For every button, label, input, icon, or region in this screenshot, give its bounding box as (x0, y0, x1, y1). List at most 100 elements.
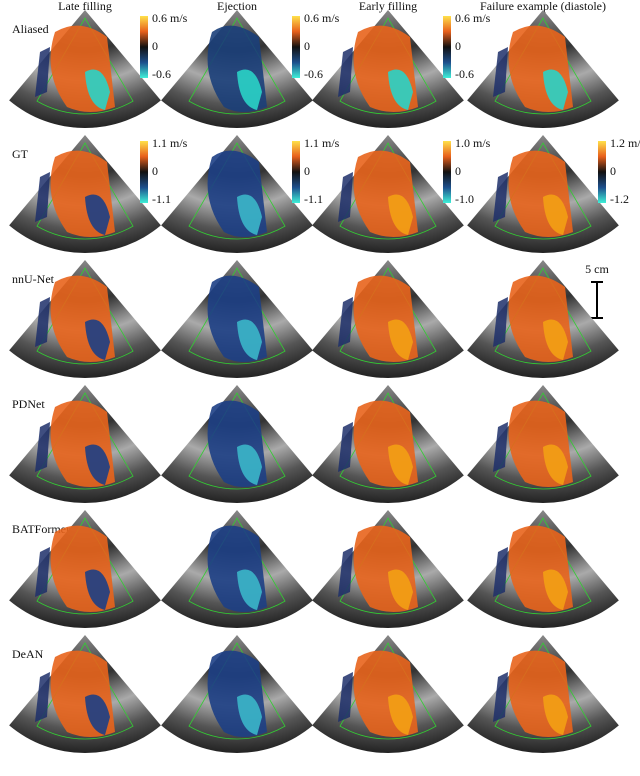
colorbar-label: -0.6 (455, 67, 474, 81)
echo-image (9, 635, 161, 754)
echo-image (161, 635, 313, 753)
roi (188, 17, 286, 115)
roi (36, 642, 134, 740)
row-label: PDNet (12, 397, 45, 411)
colorbar (140, 141, 148, 203)
flow-detail (388, 194, 413, 235)
roi (494, 17, 592, 115)
flow-detail (388, 694, 413, 735)
roi (339, 517, 437, 615)
echo-image (312, 385, 464, 503)
echo-image (467, 385, 619, 503)
flow-detail (388, 319, 413, 360)
roi (494, 642, 592, 740)
echo-image (161, 135, 313, 254)
column-header: Failure example (diastole) (480, 0, 606, 13)
colorbar-label: -0.6 (304, 67, 323, 81)
roi (36, 142, 134, 240)
echo-image (161, 385, 313, 503)
colorbar-label: 0 (455, 164, 461, 178)
flow-detail (543, 69, 568, 110)
echo-image (9, 135, 161, 254)
flow-detail (388, 444, 413, 485)
colorbar (598, 141, 606, 203)
column-header: Ejection (217, 0, 257, 13)
flow-edge (35, 297, 50, 347)
roi (339, 392, 437, 490)
roi (494, 392, 592, 490)
flow-detail (237, 694, 262, 735)
roi (339, 642, 437, 740)
echo-image (312, 510, 464, 628)
echo-image (161, 260, 313, 379)
flow-edge (493, 297, 508, 347)
echo-image (312, 635, 464, 753)
flow-detail (388, 569, 413, 610)
echo-image (161, 10, 313, 128)
echo-image (467, 10, 619, 128)
flow-edge (338, 672, 353, 722)
scale-label: 5 cm (585, 262, 609, 276)
colorbar-label: -1.0 (455, 192, 474, 206)
flow-detail (543, 194, 568, 235)
echo-image (467, 510, 619, 628)
flow-edge (338, 547, 353, 597)
roi (188, 267, 286, 365)
echo-image (9, 510, 161, 629)
roi (188, 392, 286, 490)
colorbar-label: 1.1 m/s (304, 136, 340, 150)
colorbar-label: -1.1 (152, 192, 171, 206)
column-header: Late filling (58, 0, 112, 13)
row-label: nnU-Net (12, 272, 55, 286)
flow-detail (237, 569, 262, 610)
flow-edge (338, 297, 353, 347)
colorbar-label: 0.6 m/s (152, 11, 188, 25)
colorbar (443, 16, 451, 78)
colorbar (292, 16, 300, 78)
flow-edge (493, 172, 508, 222)
flow-edge (35, 47, 50, 97)
flow-edge (493, 47, 508, 97)
colorbar (292, 141, 300, 203)
echo-image (9, 260, 161, 379)
flow-detail (237, 69, 262, 110)
flow-detail (85, 444, 110, 485)
colorbar-label: 0 (610, 164, 616, 178)
flow-edge (493, 672, 508, 722)
flow-detail (543, 694, 568, 735)
echo-image (9, 385, 161, 503)
flow-edge (35, 422, 50, 472)
flow-detail (237, 444, 262, 485)
colorbar-label: 0.6 m/s (304, 11, 340, 25)
flow-edge (338, 47, 353, 97)
flow-detail (85, 694, 110, 735)
colorbar-label: 0 (304, 39, 310, 53)
row-label: DeAN (12, 647, 44, 661)
colorbar-label: 0.6 m/s (455, 11, 491, 25)
flow-detail (237, 319, 262, 360)
colorbar-label: 0 (152, 39, 158, 53)
flow-detail (543, 569, 568, 610)
roi (339, 142, 437, 240)
flow-detail (85, 319, 110, 360)
flow-edge (338, 172, 353, 222)
colorbar-label: 0 (304, 164, 310, 178)
echo-image (312, 10, 464, 128)
echo-image (312, 260, 464, 378)
roi (339, 267, 437, 365)
echo-image (467, 260, 619, 378)
flow-detail (85, 69, 110, 110)
flow-detail (543, 444, 568, 485)
roi (494, 517, 592, 615)
echo-image (467, 635, 619, 753)
roi (188, 517, 286, 615)
roi (494, 142, 592, 240)
colorbar-label: 1.0 m/s (455, 136, 491, 150)
roi (339, 17, 437, 115)
row-label: GT (12, 147, 29, 161)
colorbar-label: 1.2 m/s (610, 136, 640, 150)
roi (188, 642, 286, 740)
flow-edge (338, 422, 353, 472)
echo-image (312, 135, 464, 253)
